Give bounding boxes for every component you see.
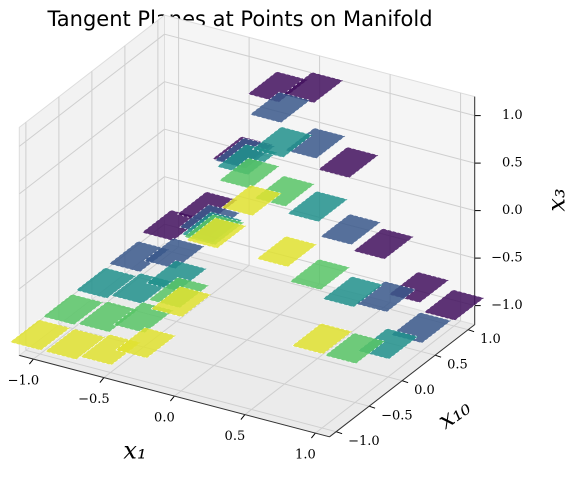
x-tick-label: −0.5 (78, 392, 110, 407)
tangent-plane (322, 276, 384, 308)
tangent-plane (115, 327, 177, 359)
tangent-plane (141, 209, 203, 242)
tangent-plane (108, 240, 170, 273)
grid-line (164, 81, 475, 164)
tangent-plane (251, 126, 313, 158)
x-axis-label: x₁ (123, 437, 146, 465)
tangent-plane (143, 237, 205, 270)
tangent-plane (247, 71, 309, 103)
tangent-plane (249, 91, 311, 124)
grid-line (18, 128, 165, 242)
tick-mark (170, 395, 175, 402)
y-axis-label: x₁₀ (433, 393, 476, 435)
tick-mark (311, 432, 316, 439)
tangent-plane (77, 301, 139, 333)
tangent-plane (185, 217, 247, 249)
tangent-plane (352, 228, 415, 260)
z-tick-label: −0.5 (491, 251, 523, 266)
z-tick-label: 0.5 (502, 156, 523, 171)
tick-mark (467, 329, 475, 333)
grid-line (18, 33, 165, 147)
tick-mark (240, 414, 246, 420)
y-tick-label: −1.0 (348, 434, 380, 449)
x-tick-label: 1.0 (295, 448, 316, 463)
y-axis (329, 324, 476, 438)
tangent-plane (44, 328, 106, 360)
x-axis (19, 354, 330, 438)
tangent-plane (423, 289, 485, 321)
z-tick-label: 1.0 (502, 108, 523, 123)
tangent-plane (42, 293, 104, 326)
z-tick-label: 0.0 (502, 203, 523, 218)
tangent-plane (284, 127, 346, 159)
tick-mark (335, 431, 343, 435)
tangent-plane (75, 267, 137, 299)
tangent-plane (256, 235, 318, 268)
tangent-plane (286, 190, 349, 223)
z-axis-label: x₃ (543, 188, 571, 211)
y-tick-label: 0.0 (414, 383, 435, 398)
tangent-plane (150, 286, 212, 318)
tangent-plane (218, 157, 280, 189)
x-tick-label: −1.0 (8, 374, 40, 389)
tangent-plane (317, 146, 379, 179)
chart-title: Tangent Planes at Points on Manifold (46, 7, 432, 31)
tangent-plane (220, 184, 283, 217)
grid-line (18, 81, 165, 195)
grid-line (25, 349, 337, 433)
tangent-plane (357, 328, 419, 360)
tangent-plane (9, 319, 71, 351)
tick-mark (401, 380, 409, 384)
tangent-plane (289, 258, 351, 291)
tick-mark (99, 377, 105, 383)
tick-mark (434, 354, 442, 358)
tangent-plane (324, 332, 386, 364)
x-tick-label: 0.5 (225, 429, 246, 444)
y-tick-label: 0.5 (447, 358, 468, 373)
x-tick-label: 0.0 (154, 411, 175, 426)
tangent-plane (355, 281, 417, 313)
grid-line (18, 176, 165, 290)
z-tick-label: −1.0 (491, 298, 523, 313)
y-tick-label: −0.5 (381, 409, 413, 424)
tangent-plane (79, 334, 142, 366)
tangent-plane (291, 323, 353, 355)
tangent-plane (319, 213, 382, 246)
tick-mark (368, 405, 376, 409)
y-tick-label: 1.0 (480, 332, 501, 347)
tick-mark (29, 358, 34, 365)
